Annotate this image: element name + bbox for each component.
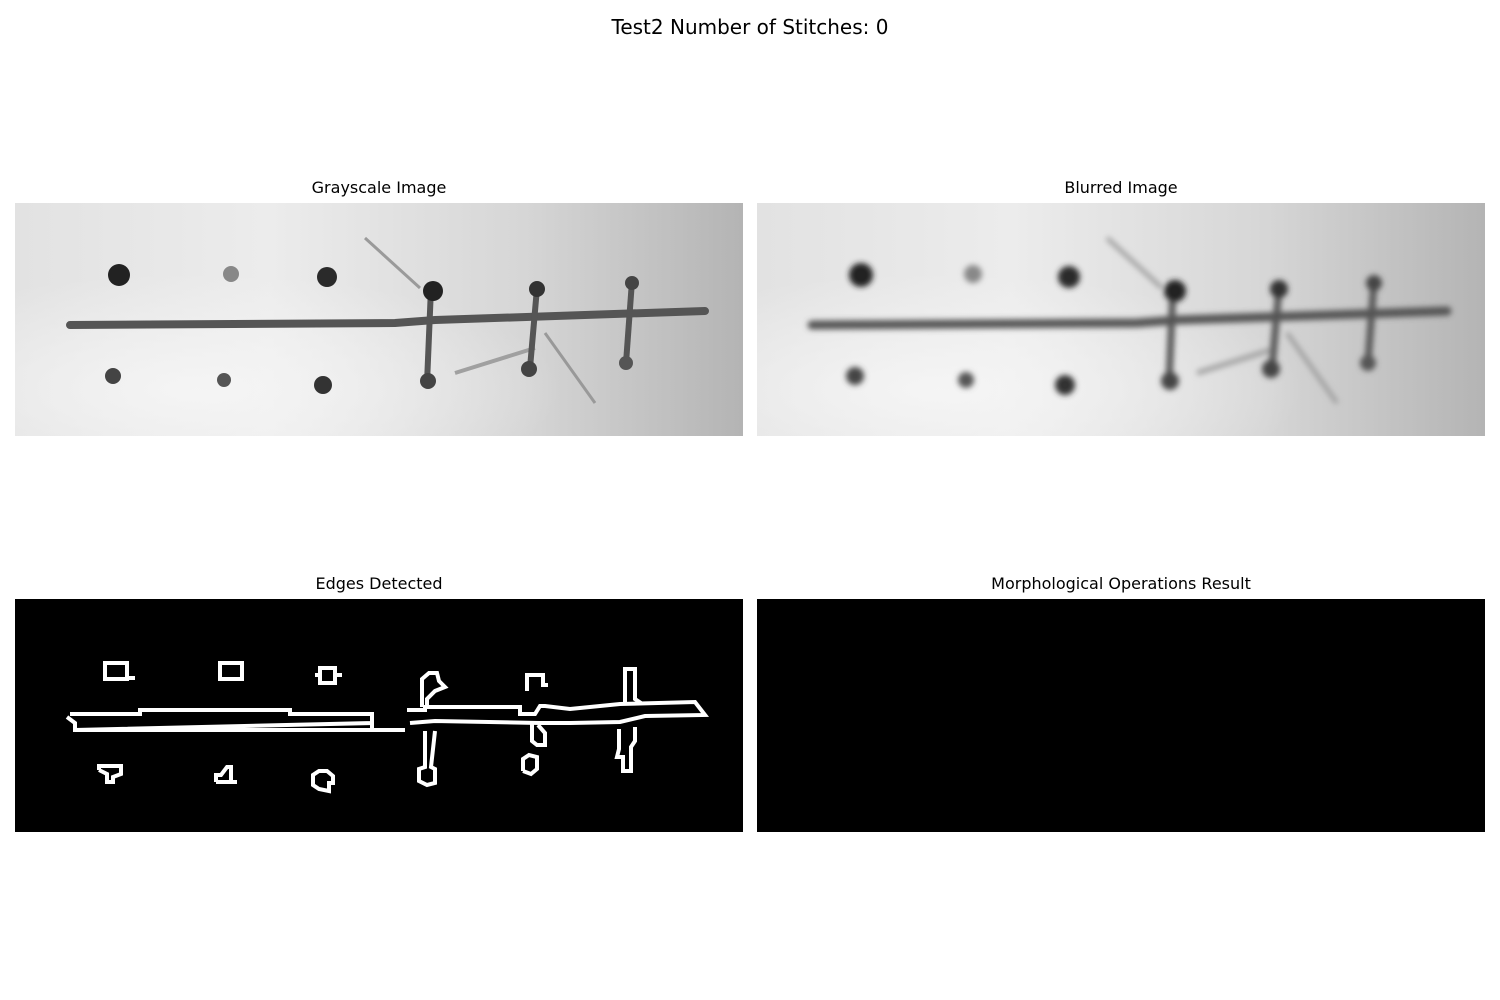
grayscale-image <box>15 203 743 436</box>
figure-title: Test2 Number of Stitches: 0 <box>611 15 889 39</box>
blurred-image <box>757 203 1485 436</box>
blurred-panel-title: Blurred Image <box>1064 178 1178 197</box>
edges-panel-title: Edges Detected <box>315 574 443 593</box>
grayscale-image-canvas <box>15 203 743 436</box>
blurred-image-canvas <box>757 203 1485 436</box>
edges-image-canvas <box>65 661 710 794</box>
morph-panel-title: Morphological Operations Result <box>991 574 1251 593</box>
grayscale-panel-title: Grayscale Image <box>311 178 447 197</box>
morphological-result-image <box>757 599 1485 832</box>
edges-image <box>15 599 743 832</box>
